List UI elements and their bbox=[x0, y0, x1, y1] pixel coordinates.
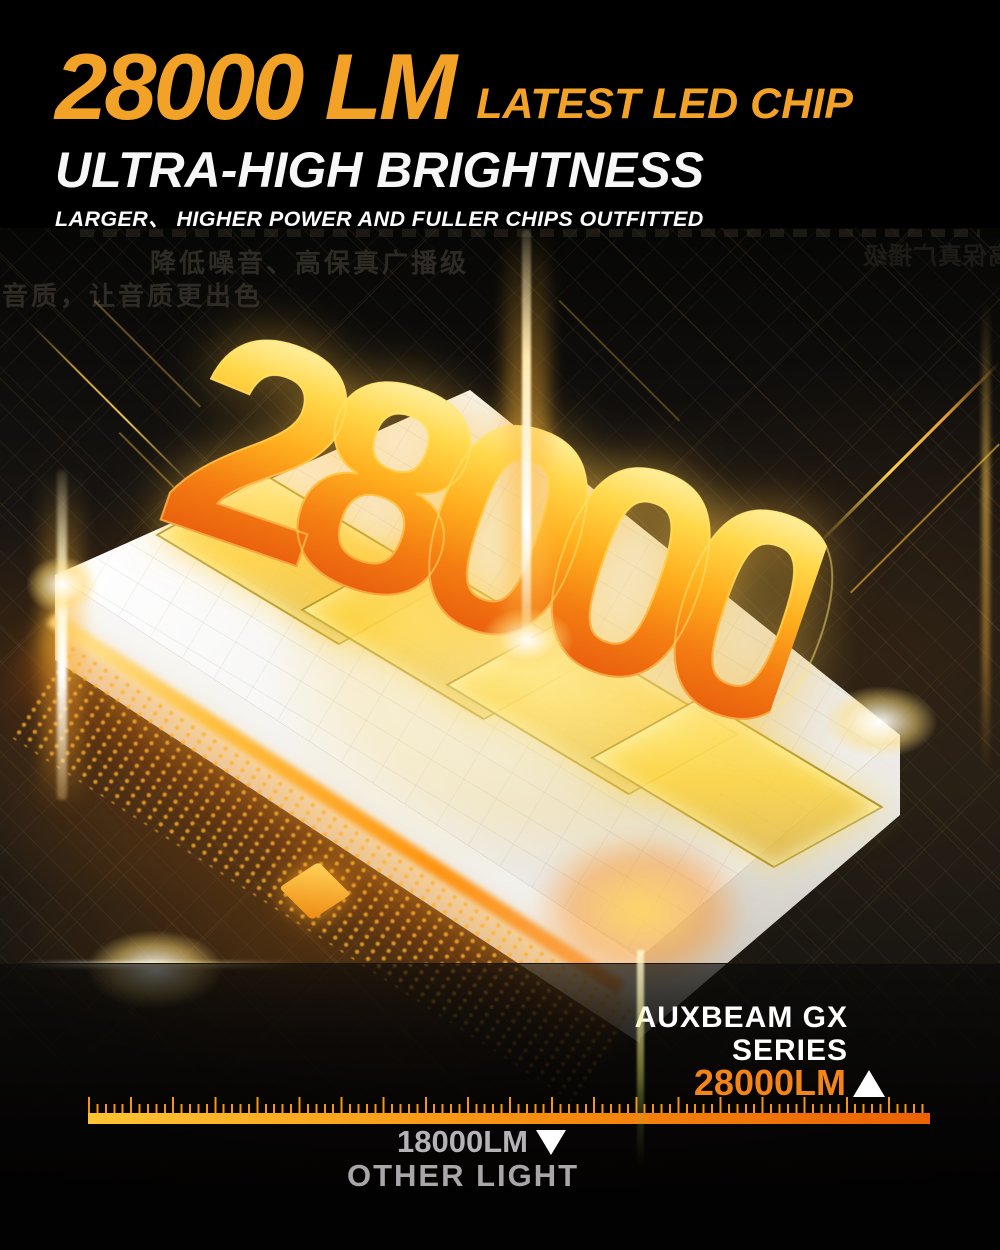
product-lumen-row: 28000LM bbox=[694, 1062, 885, 1104]
down-triangle-icon bbox=[535, 1129, 566, 1155]
headline: 28000 LM LATEST LED CHIP bbox=[55, 38, 853, 136]
right-light-beam bbox=[982, 300, 990, 770]
brand-series-line1: AUXBEAM GX bbox=[634, 1001, 848, 1034]
lower-light-beam bbox=[637, 950, 644, 1168]
brand-series-line2: SERIES bbox=[731, 1034, 848, 1067]
center-light-beam bbox=[522, 230, 531, 652]
lens-flare bbox=[462, 595, 592, 685]
competitor-label: OTHER LIGHT bbox=[347, 1158, 580, 1193]
product-lumen-value: 28000LM bbox=[693, 1062, 846, 1103]
background-watermark-line1: 降低噪音、高保真广播级 bbox=[150, 248, 470, 278]
ruler-bar bbox=[88, 1113, 930, 1124]
left-light-beam bbox=[57, 470, 67, 800]
competitor-lumen-value: 18000LM bbox=[397, 1124, 528, 1159]
background-watermark-line2: 音质，让音质更出色 bbox=[2, 281, 264, 311]
comparison-panel: AUXBEAM GX SERIES 28000LM 18000LM OTHER … bbox=[0, 963, 1000, 1250]
background-watermark-mirrored: 高保真广播级 bbox=[862, 243, 1000, 270]
lens-flare bbox=[12, 545, 112, 625]
competitor-lumen-row: 18000LM bbox=[397, 1124, 566, 1160]
headline-lumen-value: 28000 LM bbox=[55, 34, 457, 139]
headline-suffix: LATEST LED CHIP bbox=[476, 79, 853, 128]
subheadline: ULTRA-HIGH BRIGHTNESS bbox=[55, 142, 705, 198]
lens-flare bbox=[800, 672, 960, 772]
tagline: LARGER、 HIGHER POWER AND FULLER CHIPS OU… bbox=[55, 207, 704, 231]
ruler-ticks bbox=[88, 1097, 930, 1113]
up-triangle-icon bbox=[853, 1069, 885, 1097]
